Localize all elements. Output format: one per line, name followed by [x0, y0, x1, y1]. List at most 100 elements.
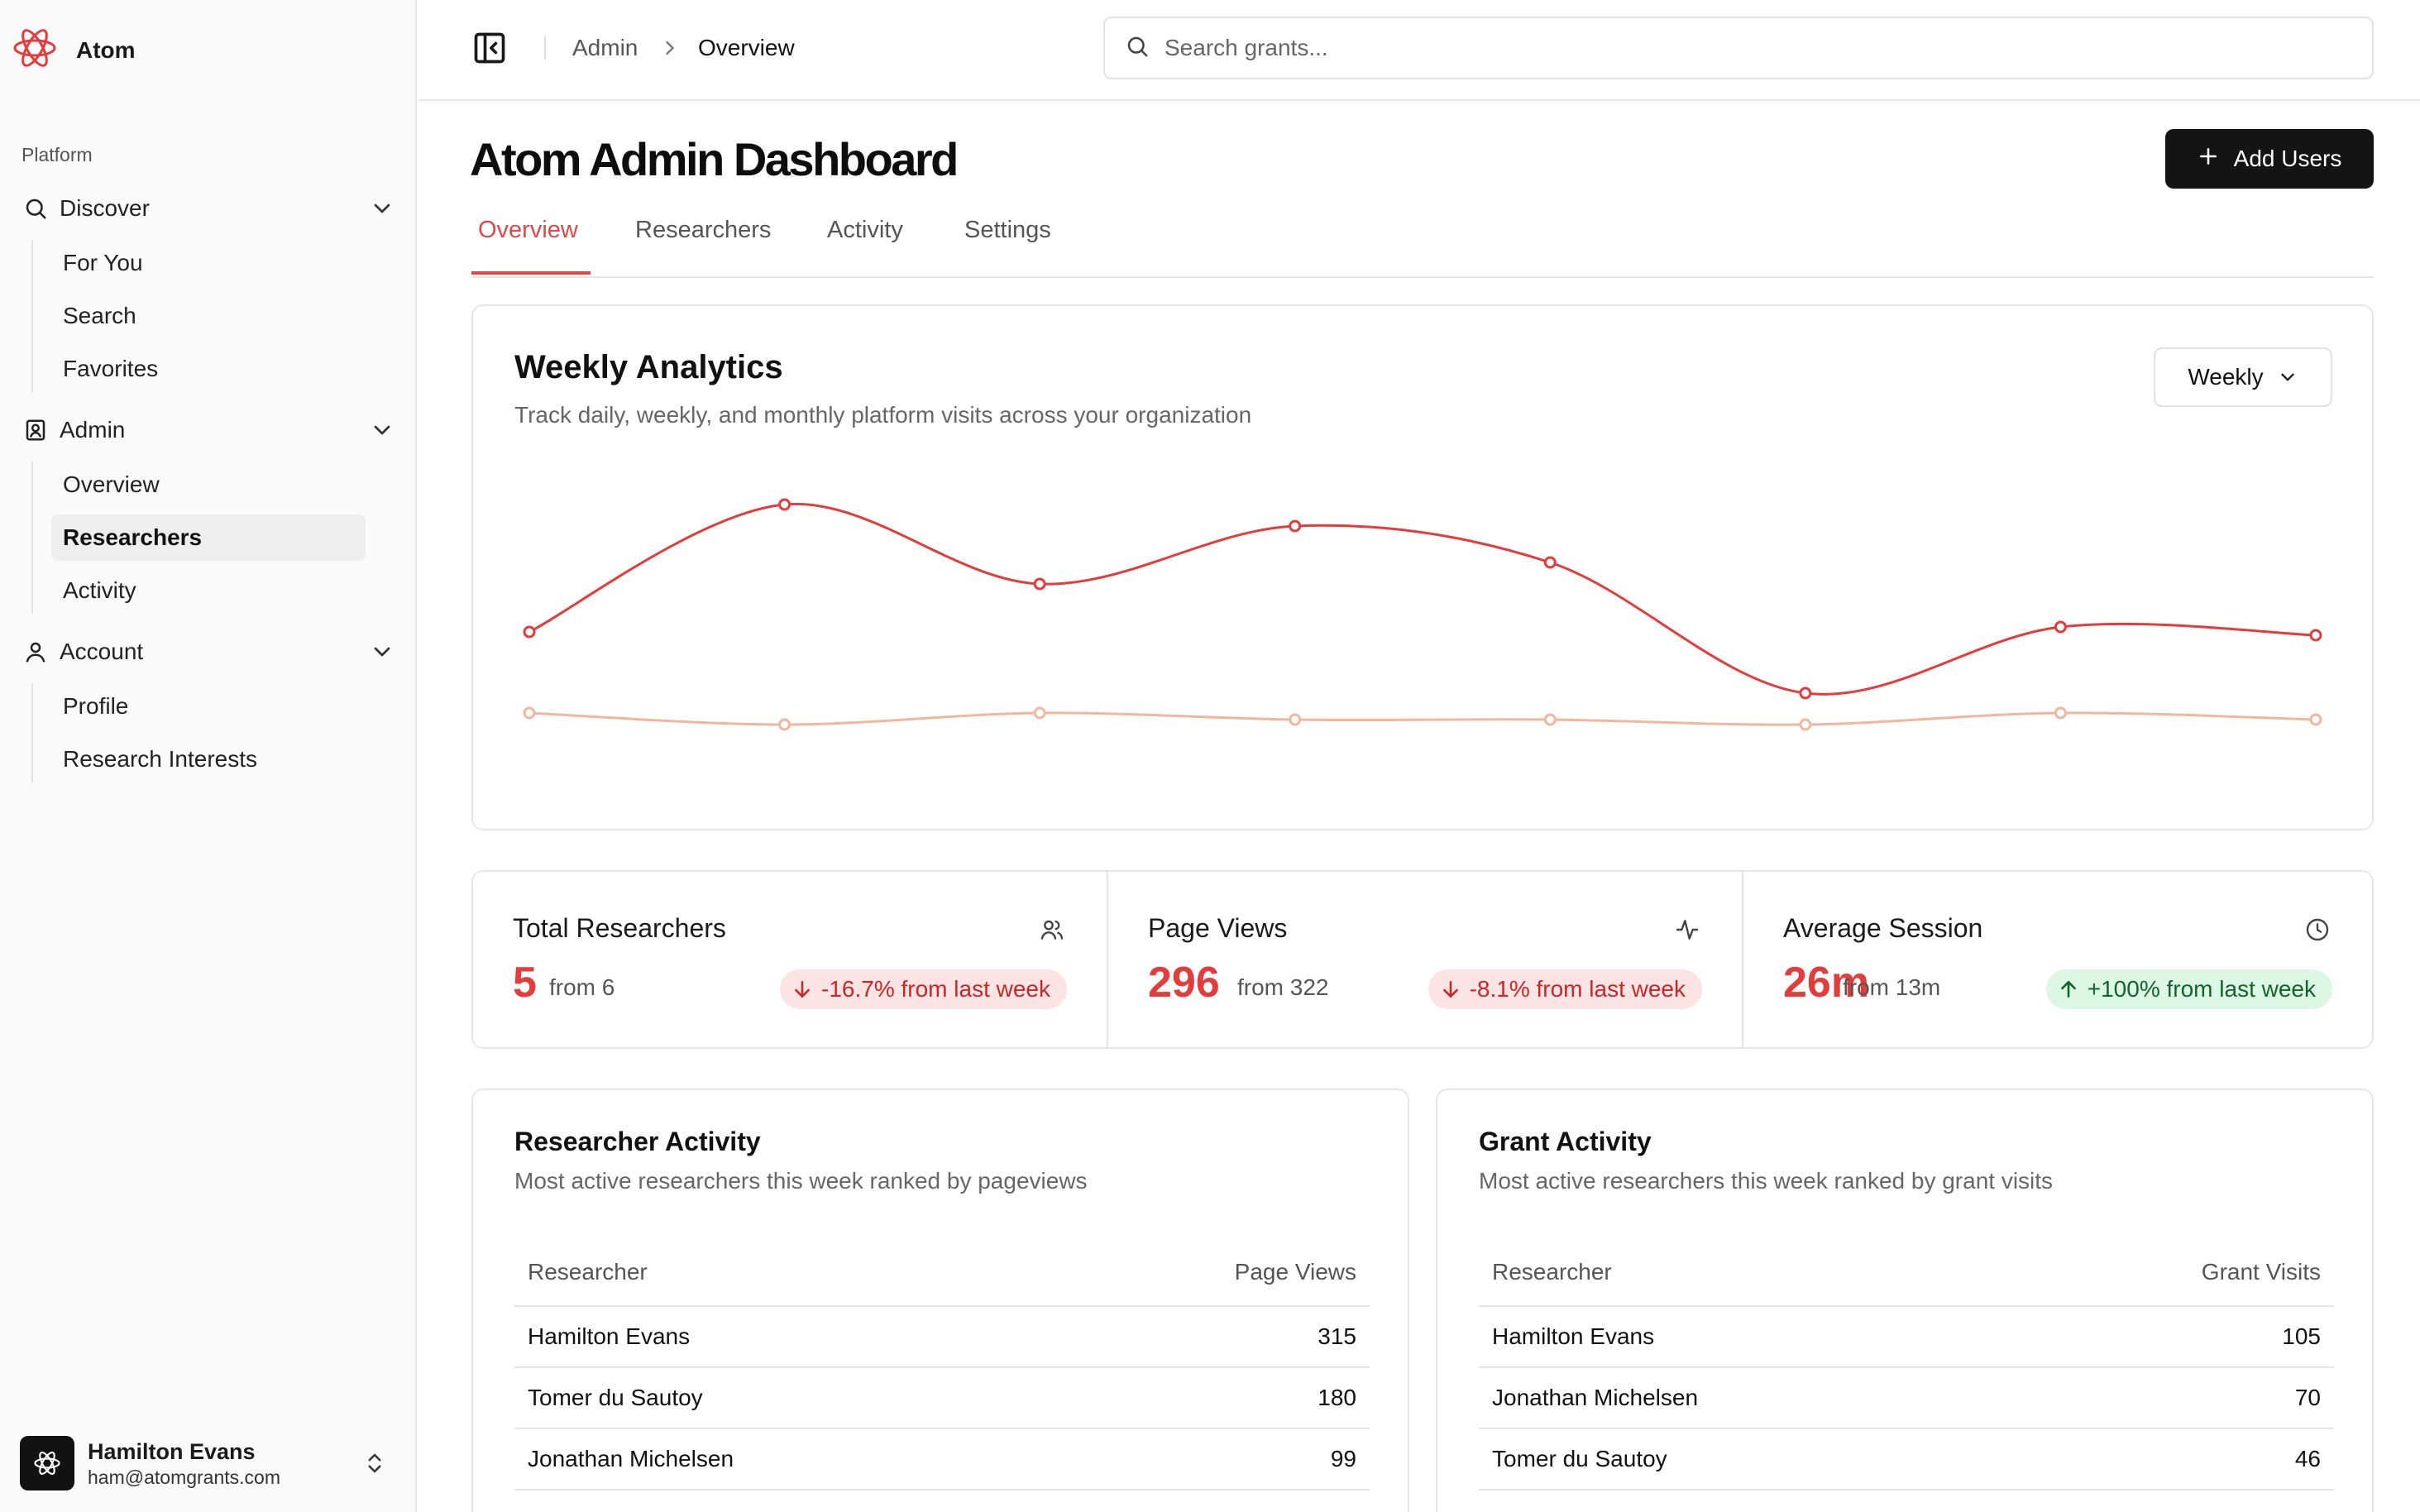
- stat-average-session: Average Session 26m from 13m +100% from …: [1742, 872, 2372, 1047]
- topbar: [418, 0, 2420, 101]
- sidebar-item-for-you[interactable]: For You: [63, 250, 143, 275]
- card-subtitle: Most active researchers this week ranked…: [1479, 1168, 2054, 1194]
- tab-researchers[interactable]: Researchers: [635, 217, 772, 243]
- chart-title: Weekly Analytics: [514, 349, 783, 385]
- change-badge: +100% from last week: [2045, 969, 2332, 1009]
- search-placeholder: Search grants...: [1165, 35, 1328, 60]
- sidebar-item-search[interactable]: Search: [63, 303, 136, 328]
- column-header-page-views: Page Views: [1234, 1259, 1356, 1285]
- user-name: Hamilton Evans: [88, 1439, 256, 1464]
- data-point-1-2[interactable]: [778, 498, 792, 511]
- sidebar-item-favorites[interactable]: Favorites: [63, 356, 159, 381]
- grant-visits-value: 46: [2294, 1446, 2321, 1471]
- contact-book-icon: [22, 416, 50, 444]
- data-point-2-1[interactable]: [523, 706, 536, 720]
- brand[interactable]: Atom: [12, 25, 136, 75]
- card-subtitle: Most active researchers this week ranked…: [514, 1168, 1088, 1194]
- series-line-2: [528, 711, 2317, 726]
- breadcrumb-admin[interactable]: Admin: [572, 35, 638, 60]
- page-views-value: 99: [1330, 1446, 1356, 1471]
- plus-icon: [2198, 146, 2219, 173]
- stat-label: Average Session: [1783, 913, 1983, 943]
- data-point-1-7[interactable]: [2054, 620, 2067, 634]
- nav-group-admin[interactable]: Admin: [22, 407, 395, 453]
- sidebar-item-profile[interactable]: Profile: [63, 693, 129, 719]
- table-header: Researcher Grant Visits: [1479, 1254, 2334, 1307]
- data-point-2-8[interactable]: [2309, 713, 2322, 726]
- stat-from: from 6: [549, 974, 615, 1000]
- atom-logo-icon: [12, 25, 58, 75]
- sidebar: Atom Platform Discover For You Search Fa…: [0, 0, 417, 1512]
- researcher-name: Jonathan Michelsen: [1492, 1385, 1699, 1410]
- sidebar-item-researchers[interactable]: Researchers: [51, 514, 366, 561]
- table-row[interactable]: Jonathan Michelsen 70: [1479, 1368, 2334, 1429]
- stat-page-views: Page Views 296 from 322 -8.1% from last …: [1107, 872, 1742, 1047]
- sidebar-item-research-interests[interactable]: Research Interests: [63, 746, 257, 772]
- card-title: Grant Activity: [1479, 1127, 1652, 1156]
- data-point-2-2[interactable]: [778, 718, 792, 731]
- sidebar-item-overview[interactable]: Overview: [63, 471, 160, 497]
- user-icon: [22, 638, 50, 666]
- nav-group-label: Admin: [60, 417, 126, 443]
- table-row[interactable]: Hamilton Evans 315: [514, 1307, 1370, 1368]
- data-point-2-7[interactable]: [2054, 706, 2067, 720]
- atom-avatar-icon: [34, 1452, 60, 1475]
- nav-group-account[interactable]: Account: [22, 629, 395, 675]
- sidebar-item-activity[interactable]: Activity: [63, 577, 136, 603]
- researcher-name: Hamilton Evans: [528, 1323, 691, 1349]
- weekly-analytics-card: Weekly Analytics Track daily, weekly, an…: [471, 304, 2374, 830]
- chart-subtitle: Track daily, weekly, and monthly platfor…: [514, 402, 1252, 428]
- stat-from: from 13m: [1843, 974, 1941, 1000]
- data-point-1-1[interactable]: [523, 625, 536, 639]
- section-label-platform: Platform: [22, 144, 93, 165]
- column-header-researcher: Researcher: [1492, 1259, 1612, 1285]
- chevron-down-icon: [2280, 373, 2294, 381]
- change-badge: -16.7% from last week: [780, 969, 1067, 1009]
- data-point-1-6[interactable]: [1799, 687, 1812, 700]
- data-point-2-3[interactable]: [1033, 706, 1046, 720]
- sidebar-toggle-button[interactable]: [471, 30, 508, 66]
- chevron-down-icon: [369, 639, 395, 665]
- user-menu[interactable]: Hamilton Evans ham@atomgrants.com: [20, 1434, 397, 1492]
- table-row[interactable]: Jonathan Michelsen 99: [514, 1429, 1370, 1490]
- chevrons-up-down-icon: [362, 1449, 387, 1481]
- tab-overview[interactable]: Overview: [478, 217, 578, 243]
- data-point-2-5[interactable]: [1543, 713, 1557, 726]
- nav-group-label: Discover: [60, 195, 150, 221]
- activity-icon: [1674, 916, 1700, 947]
- table-row[interactable]: Hamilton Evans 105: [1479, 1307, 2334, 1368]
- change-badge: -8.1% from last week: [1428, 969, 1702, 1009]
- divider: [544, 36, 546, 60]
- column-header-grant-visits: Grant Visits: [2201, 1259, 2321, 1285]
- data-point-2-4[interactable]: [1289, 713, 1302, 726]
- table-row[interactable]: Tomer du Sautoy 46: [1479, 1429, 2334, 1490]
- subnav-admin: Overview Researchers Activity: [31, 462, 366, 614]
- panel-left-icon: [474, 32, 505, 64]
- chevron-right-icon: [658, 36, 682, 67]
- grant-visits-value: 70: [2294, 1385, 2321, 1410]
- breadcrumb-current: Overview: [698, 35, 795, 60]
- stat-value: 26m: [1783, 959, 1870, 1007]
- table-row[interactable]: Tomer du Sautoy 180: [514, 1368, 1370, 1429]
- data-point-2-6[interactable]: [1799, 718, 1812, 731]
- data-point-1-3[interactable]: [1033, 577, 1046, 591]
- subnav-discover: For You Search Favorites: [31, 240, 366, 392]
- tab-activity[interactable]: Activity: [827, 217, 903, 243]
- chevron-down-icon: [369, 417, 395, 443]
- range-select-value: Weekly: [2188, 364, 2264, 390]
- nav-group-discover[interactable]: Discover: [22, 185, 395, 232]
- series-line-1: [528, 502, 2317, 696]
- search-input[interactable]: Search grants...: [1103, 17, 2374, 79]
- stat-total-researchers: Total Researchers 5 from 6 -16.7% from l…: [473, 872, 1107, 1047]
- data-point-1-5[interactable]: [1543, 556, 1557, 569]
- range-select[interactable]: Weekly: [2154, 347, 2332, 407]
- data-point-1-8[interactable]: [2309, 629, 2322, 642]
- arrow-down-icon: [1442, 981, 1458, 998]
- search-icon: [1125, 34, 1150, 63]
- researcher-name: Tomer du Sautoy: [1492, 1446, 1667, 1471]
- grant-visits-value: 105: [2282, 1323, 2321, 1349]
- active-tab-indicator: [471, 271, 591, 275]
- data-point-1-4[interactable]: [1289, 519, 1302, 533]
- tab-settings[interactable]: Settings: [964, 217, 1051, 243]
- add-users-button[interactable]: Add Users: [2165, 129, 2374, 189]
